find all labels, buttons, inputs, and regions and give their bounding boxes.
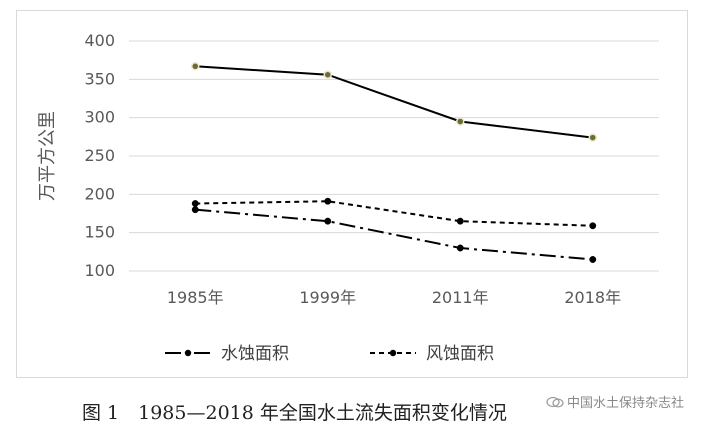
- data-point: [324, 217, 332, 225]
- series-line: [195, 208, 593, 261]
- legend-marker: [184, 349, 192, 357]
- wechat-icon: [546, 396, 564, 407]
- x-tick-label: 2011年: [432, 288, 489, 307]
- watermark-text: 中国水土保持杂志社: [566, 396, 684, 411]
- y-tick-label: 350: [84, 69, 115, 88]
- figure-caption: 图 1 1985—2018 年全国水土流失面积变化情况: [82, 402, 507, 424]
- watermark: 中国水土保持杂志社: [546, 392, 684, 411]
- legend-marker: [389, 349, 397, 357]
- y-tick-label: 100: [84, 261, 115, 280]
- y-tick-label: 300: [84, 108, 115, 127]
- line-chart: 100 150 200 250 300 350 400 1985年 1999年 2011年 2018…: [37, 31, 659, 364]
- data-point: [588, 133, 597, 142]
- x-tick-label: 1985年: [167, 288, 224, 307]
- data-point: [191, 200, 199, 207]
- data-point: [323, 70, 332, 79]
- data-point: [324, 197, 332, 205]
- data-point: [589, 222, 597, 230]
- legend-label: 风蚀面积: [426, 344, 494, 364]
- data-point: [456, 117, 465, 126]
- data-point: [191, 62, 200, 71]
- data-point: [191, 206, 199, 214]
- x-tick-label: 1999年: [299, 288, 356, 307]
- y-tick-label: 400: [84, 31, 115, 50]
- x-tick-label: 2018年: [564, 288, 621, 307]
- legend-label: 水蚀面积: [221, 344, 289, 364]
- y-tick-label: 250: [84, 146, 115, 165]
- y-tick-label: 150: [84, 223, 115, 242]
- data-point: [589, 256, 597, 263]
- series-line: [195, 200, 593, 227]
- chart-frame: 100 150 200 250 300 350 400 1985年 1999年 2011年 2018…: [16, 10, 688, 378]
- data-point: [456, 217, 464, 225]
- y-tick-label: 200: [84, 184, 115, 203]
- data-point: [456, 244, 464, 252]
- series-line: [195, 65, 593, 139]
- y-axis-label: 万平方公里: [37, 111, 58, 201]
